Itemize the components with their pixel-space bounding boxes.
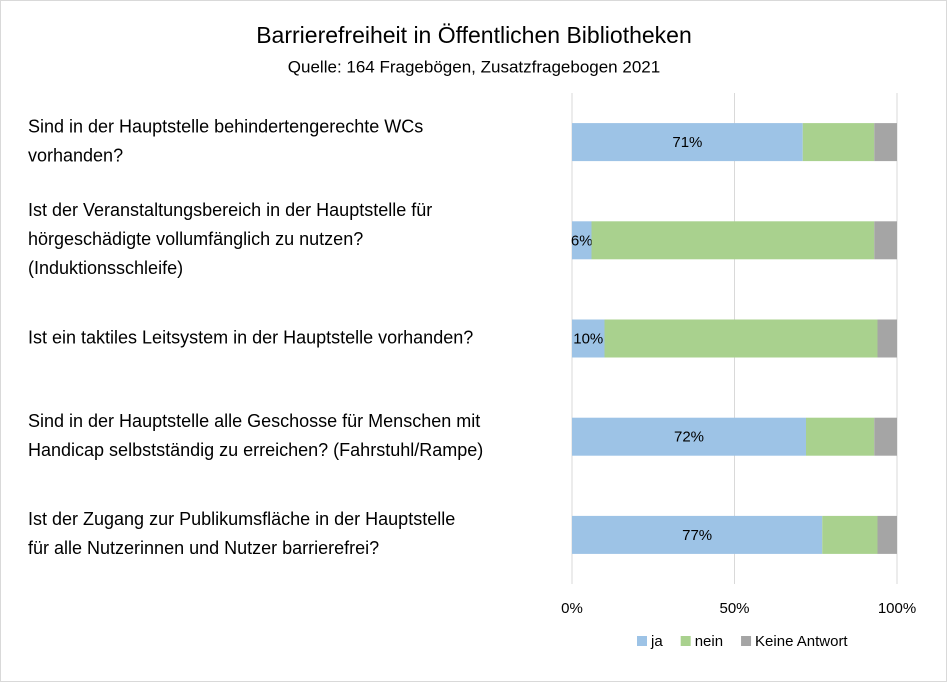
bar — [877, 515, 897, 554]
bar — [822, 515, 878, 554]
chart-title: Barrierefreiheit in Öffentlichen Bibliot… — [256, 22, 692, 48]
y-tick-label: vorhanden? — [28, 145, 123, 165]
legend-label: ja — [650, 633, 663, 650]
bar — [572, 417, 806, 456]
bar — [572, 319, 605, 358]
bar — [604, 319, 878, 358]
legend-label: Keine Antwort — [755, 633, 848, 650]
x-tick-label: 0% — [561, 600, 583, 617]
bar — [572, 123, 803, 162]
legend-swatch — [680, 636, 691, 646]
y-tick-label: für alle Nutzerinnen und Nutzer barriere… — [28, 538, 379, 558]
data-label: 10% — [573, 330, 603, 347]
bar — [877, 319, 897, 358]
bar — [806, 417, 875, 456]
bar — [572, 221, 592, 260]
x-tick-label: 50% — [719, 600, 749, 617]
legend-swatch — [741, 636, 752, 646]
data-label: 77% — [682, 527, 712, 544]
legend-swatch — [637, 636, 647, 646]
y-tick-label: (Induktionsschleife) — [28, 258, 183, 278]
y-tick-label: Ist der Veranstaltungsbereich in der Hau… — [28, 200, 432, 220]
x-tick-label: 100% — [878, 600, 916, 617]
y-tick-label: Ist ein taktiles Leitsystem in der Haupt… — [28, 327, 473, 347]
data-label: 72% — [674, 429, 704, 446]
y-tick-label: Handicap selbstständig zu erreichen? (Fa… — [28, 440, 483, 460]
bar — [802, 123, 875, 162]
y-tick-label: hörgeschädigte vollumfänglich zu nutzen? — [28, 229, 363, 249]
bar — [874, 221, 897, 260]
y-tick-label: Sind in der Hauptstelle behindertengerec… — [28, 116, 423, 136]
y-tick-label: Sind in der Hauptstelle alle Geschosse f… — [28, 411, 480, 431]
legend-label: nein — [695, 633, 723, 650]
bar — [591, 221, 875, 260]
data-label: 71% — [672, 134, 702, 151]
bar — [572, 515, 823, 554]
bar — [874, 123, 897, 162]
bar — [874, 417, 897, 456]
y-tick-label: Ist der Zugang zur Publikumsfläche in de… — [28, 509, 455, 529]
chart-subtitle: Quelle: 164 Fragebögen, Zusatzfragebogen… — [288, 57, 660, 76]
data-label: 6% — [571, 232, 593, 249]
